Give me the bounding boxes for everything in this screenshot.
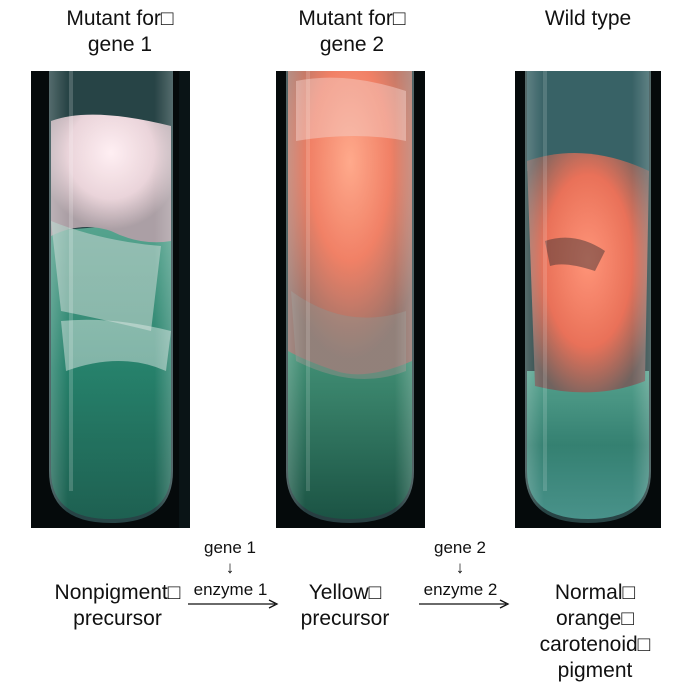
step-1-gene: gene 1 [204,538,256,557]
compound-3-line-3: carotenoid□ [539,633,651,656]
tube-3-label-line-1: Wild type [544,7,632,30]
tube-3-image [515,71,661,528]
compound-1-line-2: precursor [73,607,162,630]
tube-1-label: Mutant for□ gene 1 [40,6,200,58]
tube-3-label: Wild type [508,6,668,32]
compound-2-line-1: Yellow□ [308,581,382,604]
tube-2-photo [276,71,425,528]
compound-2-line-2: precursor [300,607,390,630]
compound-1: Nonpigment□ precursor [40,580,195,632]
tube-2-label: Mutant for□ gene 2 [272,6,432,58]
compound-3-line-4: pigment [557,659,633,682]
compound-2: Yellow□ precursor [280,580,410,632]
step-2-down-arrow: ↓ [455,558,465,577]
tube-1-image [31,71,190,528]
step-1-down-arrow: ↓ [225,558,235,577]
step-2-enzyme: enzyme 2 [423,580,498,599]
tube-3-photo [515,71,661,528]
step-1-enzyme: enzyme 1 [193,580,268,599]
step-2-gene: gene 2 [434,538,486,557]
step-2-arrow [419,599,510,609]
tube-2-label-line-1: Mutant for□ [298,7,406,30]
compound-1-line-1: Nonpigment□ [54,581,181,604]
step-1-arrow [188,599,279,609]
tube-2-label-line-2: gene 2 [319,33,385,56]
tube-2-image [276,71,425,528]
tube-1-label-line-1: Mutant for□ [66,7,174,30]
compound-3-line-1: Normal□ [554,581,636,604]
tube-1-label-line-2: gene 1 [87,33,153,56]
compound-3-line-2: orange□ [555,607,635,630]
compound-3: Normal□ orange□ carotenoid□ pigment [520,580,670,684]
tube-1-photo [31,71,190,528]
